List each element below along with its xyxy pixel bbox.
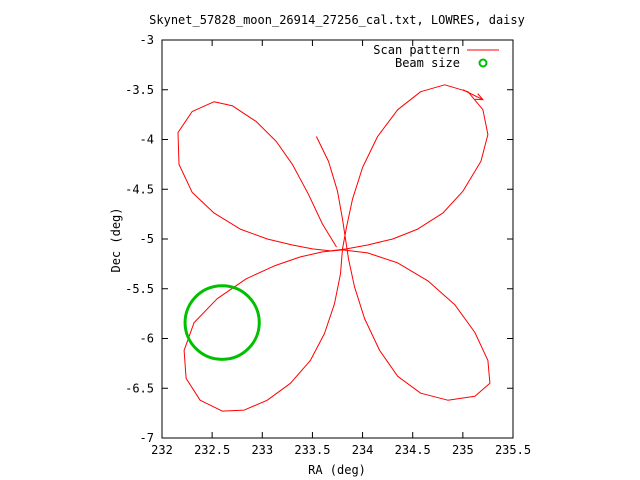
- y-tick-label: -5: [140, 232, 154, 246]
- x-axis-label: RA (deg): [308, 463, 366, 477]
- scan-direction-arrowhead: [474, 93, 485, 101]
- y-tick-label: -4: [140, 133, 154, 147]
- x-tick-label: 235.5: [495, 443, 531, 457]
- x-tick-label: 232: [151, 443, 173, 457]
- y-tick-label: -6.5: [125, 381, 154, 395]
- x-tick-label: 234.5: [395, 443, 431, 457]
- x-tick-label: 235: [452, 443, 474, 457]
- y-tick-label: -4.5: [125, 182, 154, 196]
- plot-frame: [161, 39, 514, 439]
- legend-label-beam-size: Beam size: [395, 56, 460, 70]
- series-layer: [177, 84, 491, 412]
- x-tick-label: 234: [352, 443, 374, 457]
- scan-pattern-line: [177, 84, 491, 412]
- y-tick-label: -3.5: [125, 83, 154, 97]
- x-tick-label: 233.5: [294, 443, 330, 457]
- y-tick-label: -7: [140, 431, 154, 445]
- y-tick-label: -6: [140, 332, 154, 346]
- chart-title: Skynet_57828_moon_26914_27256_cal.txt, L…: [149, 13, 525, 27]
- beam-size-circle: [183, 284, 261, 361]
- x-tick-label: 232.5: [194, 443, 230, 457]
- x-tick-label: 233: [251, 443, 273, 457]
- legend-label-scan-pattern: Scan pattern: [373, 43, 460, 57]
- axis-ticks: 232 232.5 233 233.5 234 234.5 235 235.5 -3 -3.5 -4…: [125, 33, 531, 457]
- y-tick-label: -3: [140, 33, 154, 47]
- y-tick-label: -5.5: [125, 282, 154, 296]
- legend-swatch-beam-size: [478, 58, 488, 68]
- scan-direction-arrow: [462, 89, 484, 101]
- y-axis-label: Dec (deg): [109, 207, 123, 272]
